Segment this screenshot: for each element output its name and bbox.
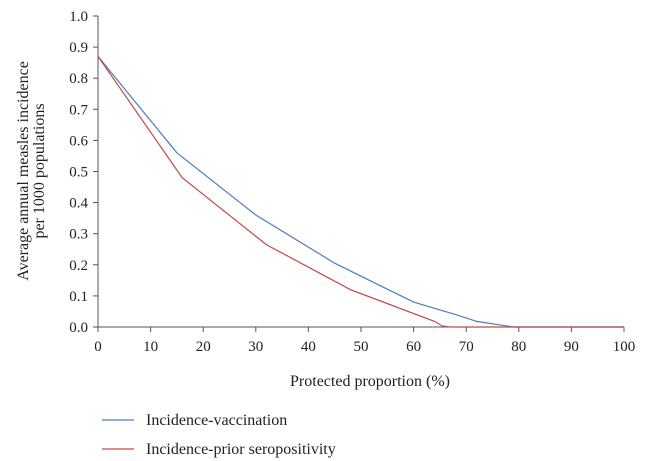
x-tick-label: 0 xyxy=(94,339,102,355)
legend-label-1: Incidence-vaccination xyxy=(146,412,287,429)
y-tick-label: 0.3 xyxy=(69,227,88,243)
y-tick-label: 0.4 xyxy=(69,196,88,212)
legend: Incidence-vaccination Incidence-prior ser… xyxy=(102,412,336,458)
x-tick-label: 100 xyxy=(613,339,636,355)
legend-label-2: Incidence-prior seropositivity xyxy=(146,441,336,458)
y-tick-label: 0.8 xyxy=(69,71,88,87)
x-axis-ticks: 0 10 20 30 40 50 60 70 80 90 100 xyxy=(94,327,635,355)
y-axis-title: Average annual measles incidence per 100… xyxy=(15,61,48,281)
x-tick-label: 30 xyxy=(248,339,263,355)
x-tick-label: 60 xyxy=(406,339,421,355)
y-tick-label: 0.1 xyxy=(69,289,88,305)
y-axis-title-line-1: Average annual measles incidence xyxy=(15,61,32,281)
x-tick-label: 40 xyxy=(301,339,316,355)
series-line-2 xyxy=(97,56,624,328)
series-lines xyxy=(97,56,624,328)
y-axis-ticks: 0.0 0.1 0.2 0.3 0.4 0.5 0.6 0.7 0.8 0.9 1.0 xyxy=(69,9,98,336)
y-tick-label: 0.6 xyxy=(69,133,88,149)
x-tick-label: 10 xyxy=(143,339,158,355)
y-tick-label: 0.0 xyxy=(69,320,88,336)
y-tick-label: 0.7 xyxy=(69,102,88,118)
x-axis-title: Protected proportion (%) xyxy=(290,373,450,390)
x-tick-label: 70 xyxy=(459,339,474,355)
axes xyxy=(97,16,624,328)
y-tick-label: 1.0 xyxy=(69,9,88,25)
y-tick-label: 0.9 xyxy=(69,40,88,56)
y-tick-label: 0.2 xyxy=(69,258,88,274)
x-tick-label: 50 xyxy=(354,339,369,355)
x-tick-label: 90 xyxy=(564,339,579,355)
y-tick-label: 0.5 xyxy=(69,165,88,181)
x-tick-label: 80 xyxy=(511,339,526,355)
y-axis-title-line-2: per 1000 populations xyxy=(31,103,48,238)
x-tick-label: 20 xyxy=(196,339,211,355)
series-line-1 xyxy=(97,56,624,328)
